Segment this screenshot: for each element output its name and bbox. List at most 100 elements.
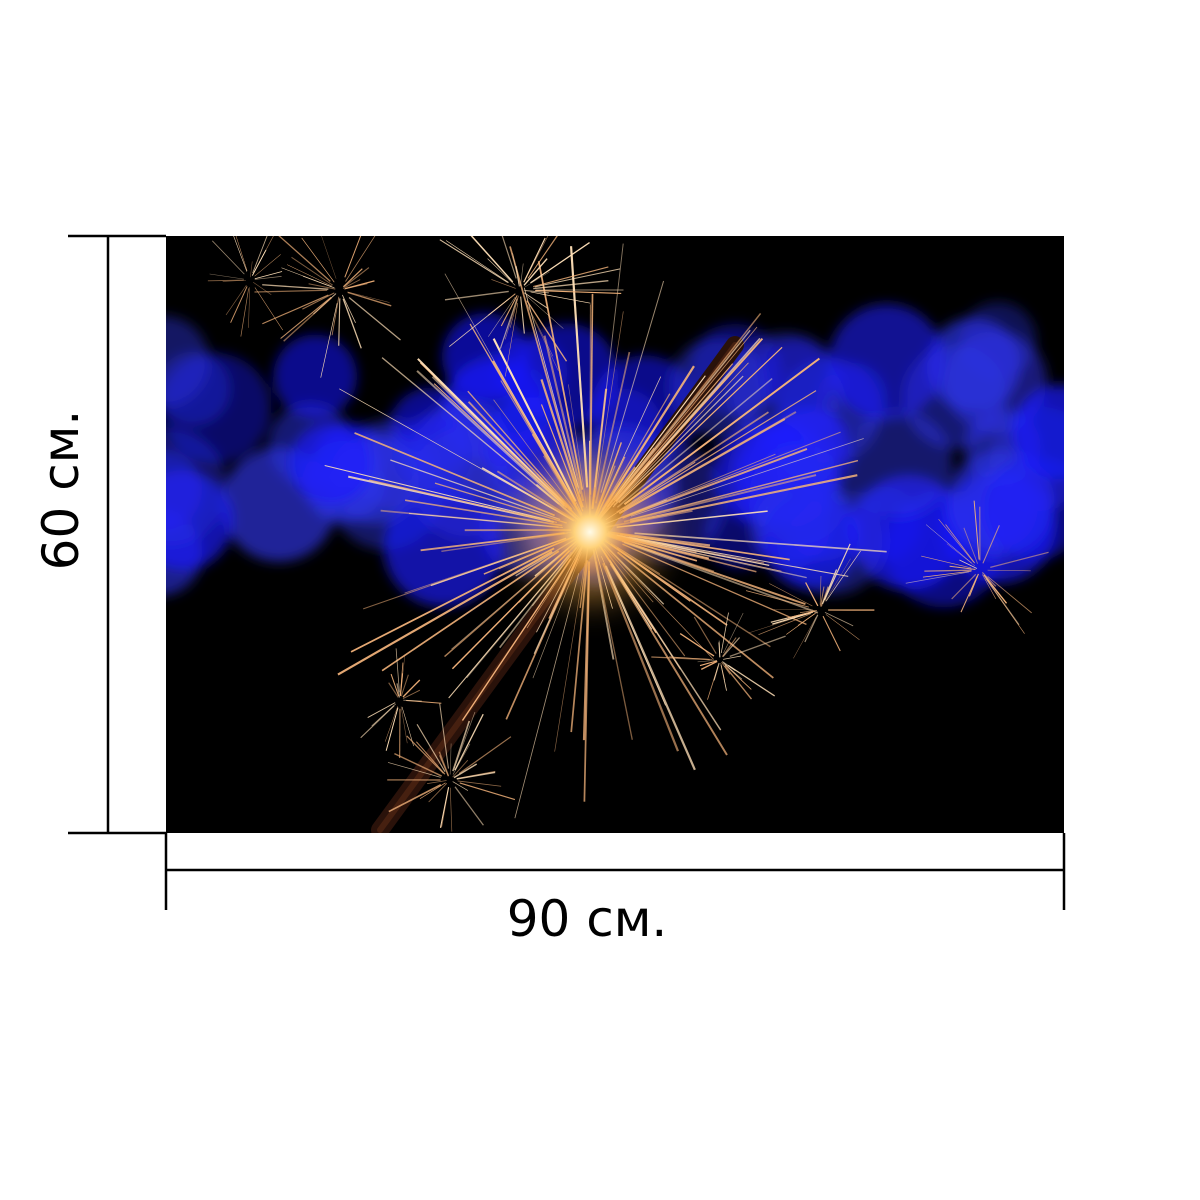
spark [348,296,401,341]
spark [724,665,753,700]
spark [487,258,516,286]
spark [925,524,973,564]
spark [534,268,621,288]
spark [769,583,813,607]
spark [530,291,591,304]
spark [600,280,665,493]
bokeh-light [1012,384,1064,480]
spark [381,550,560,672]
spark [347,291,392,307]
spark [669,656,713,660]
spark [291,256,333,286]
spark [697,660,717,663]
spark [819,575,822,605]
spark [986,579,1025,634]
spark [338,298,341,346]
spark [439,755,450,777]
spark [509,246,579,488]
spark [209,273,244,280]
spark [354,432,556,517]
spark [824,558,851,603]
spark [225,285,247,316]
spark [381,357,560,505]
spark [456,771,496,780]
spark [729,635,786,658]
spark [262,284,329,290]
spark [427,780,447,784]
spark [921,555,972,569]
spark [718,642,721,658]
spark [302,292,335,310]
spark [419,782,446,800]
spark [524,271,550,288]
spark [822,615,841,652]
spark [222,279,246,282]
spark [388,682,399,698]
spark [724,664,752,690]
spark [401,706,414,747]
spark [341,294,356,323]
bokeh-light [289,422,372,505]
spark [618,346,783,504]
spark [344,280,375,290]
spark [444,273,569,492]
spark [824,611,854,627]
spark [390,673,400,697]
spark [721,661,736,672]
spark [630,459,859,521]
spark [699,660,718,667]
spark [973,500,980,560]
spark [524,289,549,294]
spark [825,550,861,602]
spark [960,576,978,613]
spark [721,661,731,675]
spark [491,279,516,289]
spark [922,570,972,578]
bokeh-light [273,334,357,419]
spark [524,299,554,357]
spark [400,674,409,697]
spark [339,388,553,510]
spark [388,784,442,813]
spark [471,236,514,283]
spark [509,295,519,328]
spark [720,612,729,653]
spark [523,292,549,309]
spark [385,707,399,751]
spark [924,569,972,572]
spark [439,787,450,828]
spark [772,611,814,625]
spark [623,390,817,510]
spark [700,660,718,670]
spark [253,281,272,296]
spark [302,275,335,289]
spark [363,541,557,610]
spark [384,706,399,742]
spark [514,573,580,819]
spark [240,288,249,337]
spark [983,574,1008,604]
width-dimension: 90 см. [164,833,1066,948]
spark [720,662,726,681]
spark [337,550,553,676]
spark [324,464,551,521]
spark [402,679,421,698]
spark [449,787,453,832]
spark [982,525,1000,564]
spark [623,357,820,506]
spark [526,300,568,362]
spark [527,236,558,279]
spark [254,254,281,277]
width-label: 90 см. [507,890,668,948]
spark [523,287,581,494]
spark [452,743,471,775]
spark [454,713,484,771]
bokeh-light [758,338,835,415]
spark [533,280,609,290]
spark [773,609,814,611]
spark [628,536,849,577]
spark [283,297,333,342]
spark [723,655,742,660]
spark [987,569,1031,572]
spark [252,236,268,274]
